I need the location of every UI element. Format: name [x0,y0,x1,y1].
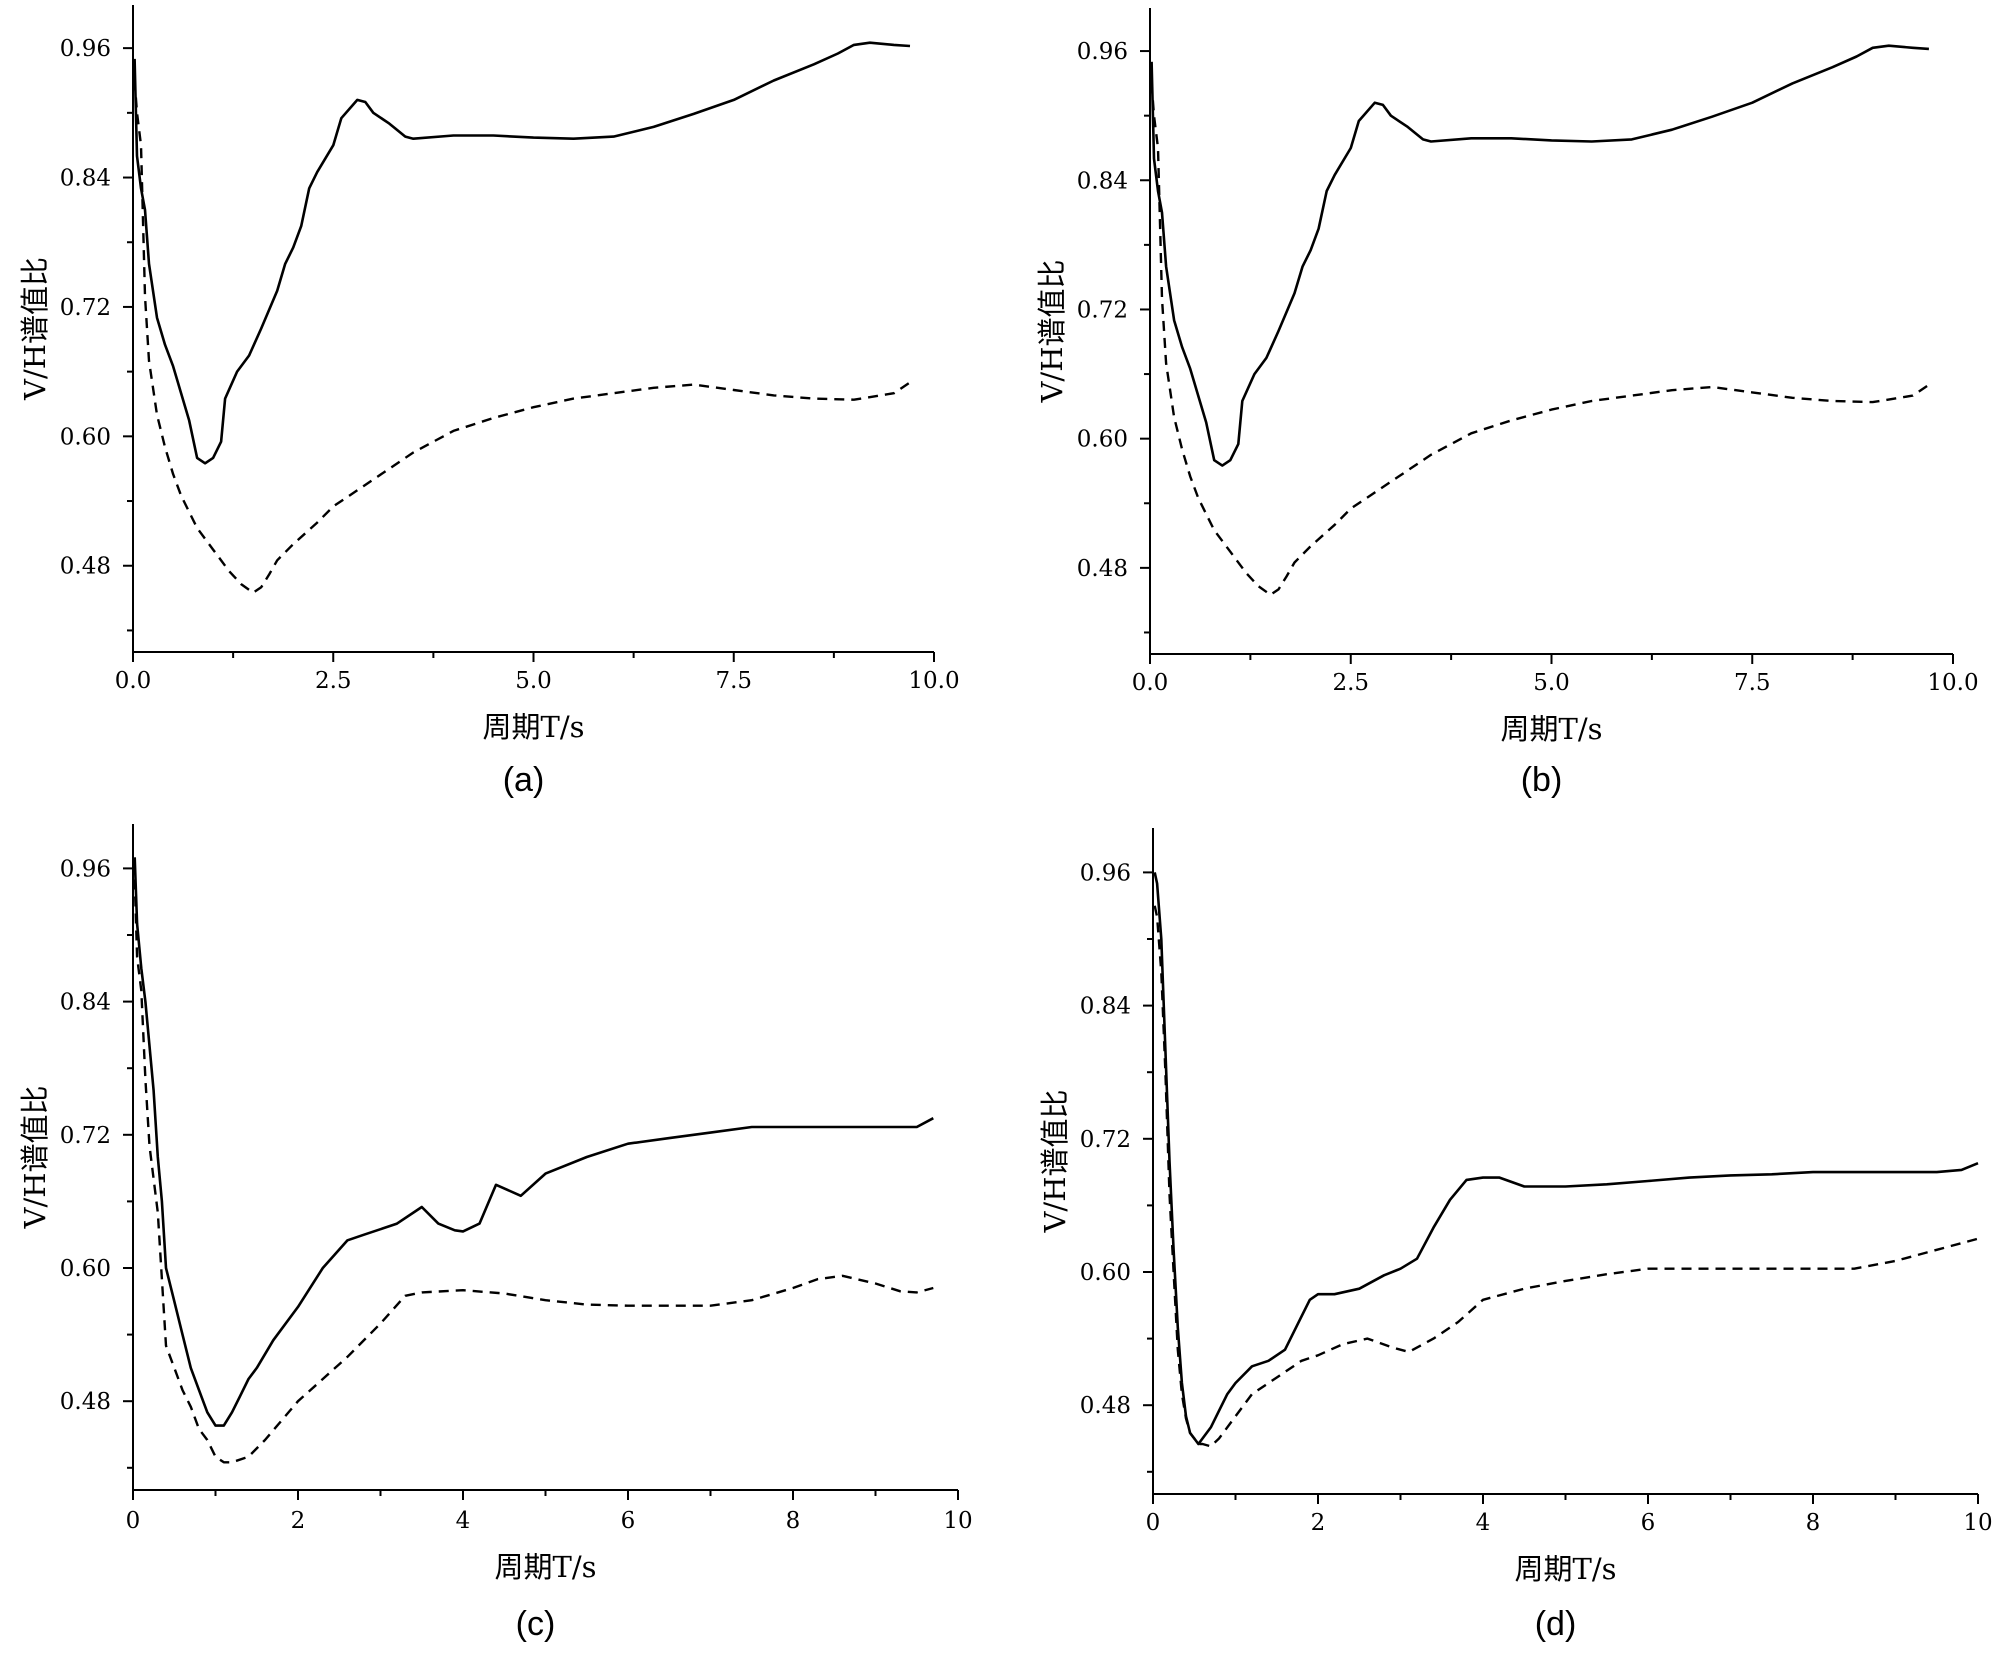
y-tick-label: 0.96 [1077,39,1128,65]
y-tick-label: 0.96 [60,856,111,882]
chart-panel-a: 0.48 0.60 0.72 0.84 0.96 0.0 2.5 5.0 7.5 10.0 周期T/… [18,5,960,799]
y-axis-title: V/H谱值比 [1038,1089,1072,1233]
x-tick-label: 10 [1963,1510,1992,1536]
chart-panel-b: 0.48 0.60 0.72 0.84 0.96 0.0 2.5 5.0 7.5 10.0 周期T/… [1035,8,1979,799]
x-tick-label: 8 [786,1508,801,1534]
x-tick-label: 0 [1146,1510,1161,1536]
panel-label: (d) [1535,1605,1577,1643]
x-tick-label: 2.5 [315,668,352,694]
series-line-solid [133,41,911,465]
y-tick-label: 0.96 [1080,860,1131,886]
panel-label: (b) [1521,761,1563,799]
y-tick-label: 0.72 [60,1123,111,1149]
chart-panel-d: 0.48 0.60 0.72 0.84 0.96 0 2 4 6 8 10 周期T/s V/H谱值比 (d… [1038,828,1993,1643]
series-line-solid [1150,44,1929,467]
chart-panel-c: 0.48 0.60 0.72 0.84 0.96 0 2 4 6 8 10 周期T/s V/H谱值比 (c… [18,824,973,1643]
series-line-dashed [1150,83,1930,596]
x-tick-label: 6 [1641,1510,1656,1536]
y-tick-label: 0.84 [1077,168,1128,194]
series-line-dashed [133,879,934,1464]
x-tick-label: 2 [291,1508,306,1534]
x-axis-title: 周期T/s [495,1550,597,1584]
x-tick-label: 10.0 [1927,670,1978,696]
y-tick-label: 0.60 [1080,1260,1131,1286]
x-tick-label: 10.0 [908,668,959,694]
x-tick-label: 4 [1476,1510,1491,1536]
y-axis-title: V/H谱值比 [18,1085,52,1229]
y-tick-label: 0.60 [60,424,111,450]
y-tick-label: 0.48 [60,554,111,580]
y-tick-label: 0.60 [1077,427,1128,453]
y-tick-label: 0.48 [1077,556,1128,582]
panel-label: (a) [503,761,545,799]
x-axis-title: 周期T/s [483,710,585,744]
x-tick-label: 2.5 [1332,670,1369,696]
x-tick-label: 6 [621,1508,636,1534]
series-line-dashed [133,80,911,594]
x-tick-label: 8 [1806,1510,1821,1536]
series-line-dashed [1153,905,1979,1448]
series-line-solid [1153,872,1979,1446]
x-tick-label: 7.5 [715,668,752,694]
x-tick-label: 0.0 [1132,670,1169,696]
x-axis-title: 周期T/s [1515,1552,1617,1586]
y-tick-label: 0.60 [60,1256,111,1282]
x-tick-label: 0.0 [115,668,152,694]
x-tick-label: 5.0 [515,668,552,694]
panel-label: (c) [516,1605,556,1643]
x-tick-label: 4 [456,1508,471,1534]
x-tick-label: 5.0 [1533,670,1570,696]
y-tick-label: 0.84 [60,166,111,192]
y-tick-label: 0.48 [1080,1393,1131,1419]
x-tick-label: 10 [943,1508,972,1534]
y-tick-label: 0.72 [1077,297,1128,323]
y-axis-title: V/H谱值比 [18,257,52,401]
y-tick-label: 0.84 [1080,994,1131,1020]
y-tick-label: 0.84 [60,990,111,1016]
x-tick-label: 7.5 [1734,670,1771,696]
y-axis-title: V/H谱值比 [1035,259,1069,403]
x-tick-label: 2 [1311,1510,1326,1536]
x-tick-label: 0 [126,1508,141,1534]
y-tick-label: 0.48 [60,1389,111,1415]
y-tick-label: 0.72 [60,295,111,321]
x-axis-title: 周期T/s [1501,712,1603,746]
series-line-solid [133,857,934,1427]
y-tick-label: 0.96 [60,36,111,62]
y-tick-label: 0.72 [1080,1127,1131,1153]
